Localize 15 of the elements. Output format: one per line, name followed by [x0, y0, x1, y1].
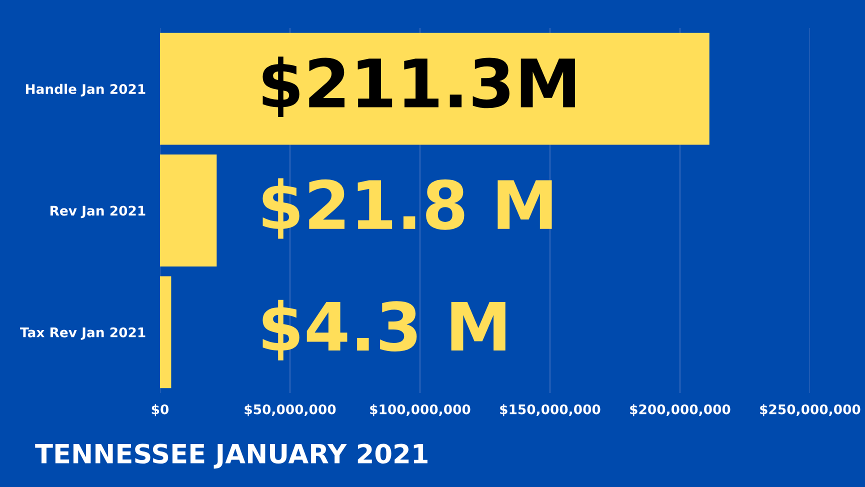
- x-tick-label: $0: [152, 404, 169, 416]
- bar: [160, 154, 217, 266]
- data-label: $4.3 M: [262, 300, 506, 360]
- x-tick-label: $100,000,000: [370, 404, 470, 416]
- text: TENNESSEE JANUARY 2021: [35, 444, 428, 469]
- data-label: $21.8 M: [262, 178, 552, 239]
- x-tick-label: $250,000,000: [760, 404, 860, 416]
- bar: [160, 276, 172, 388]
- data-label: $211.3M: [262, 56, 575, 118]
- x-tick-label: $200,000,000: [630, 404, 730, 416]
- x-tick-label: $50,000,000: [244, 404, 336, 416]
- y-tick-label: Tax Rev Jan 2021: [20, 327, 146, 340]
- y-tick-label: Handle Jan 2021: [26, 84, 146, 96]
- y-tick-label: Rev Jan 2021: [50, 206, 146, 218]
- x-tick-label: $150,000,000: [500, 404, 600, 416]
